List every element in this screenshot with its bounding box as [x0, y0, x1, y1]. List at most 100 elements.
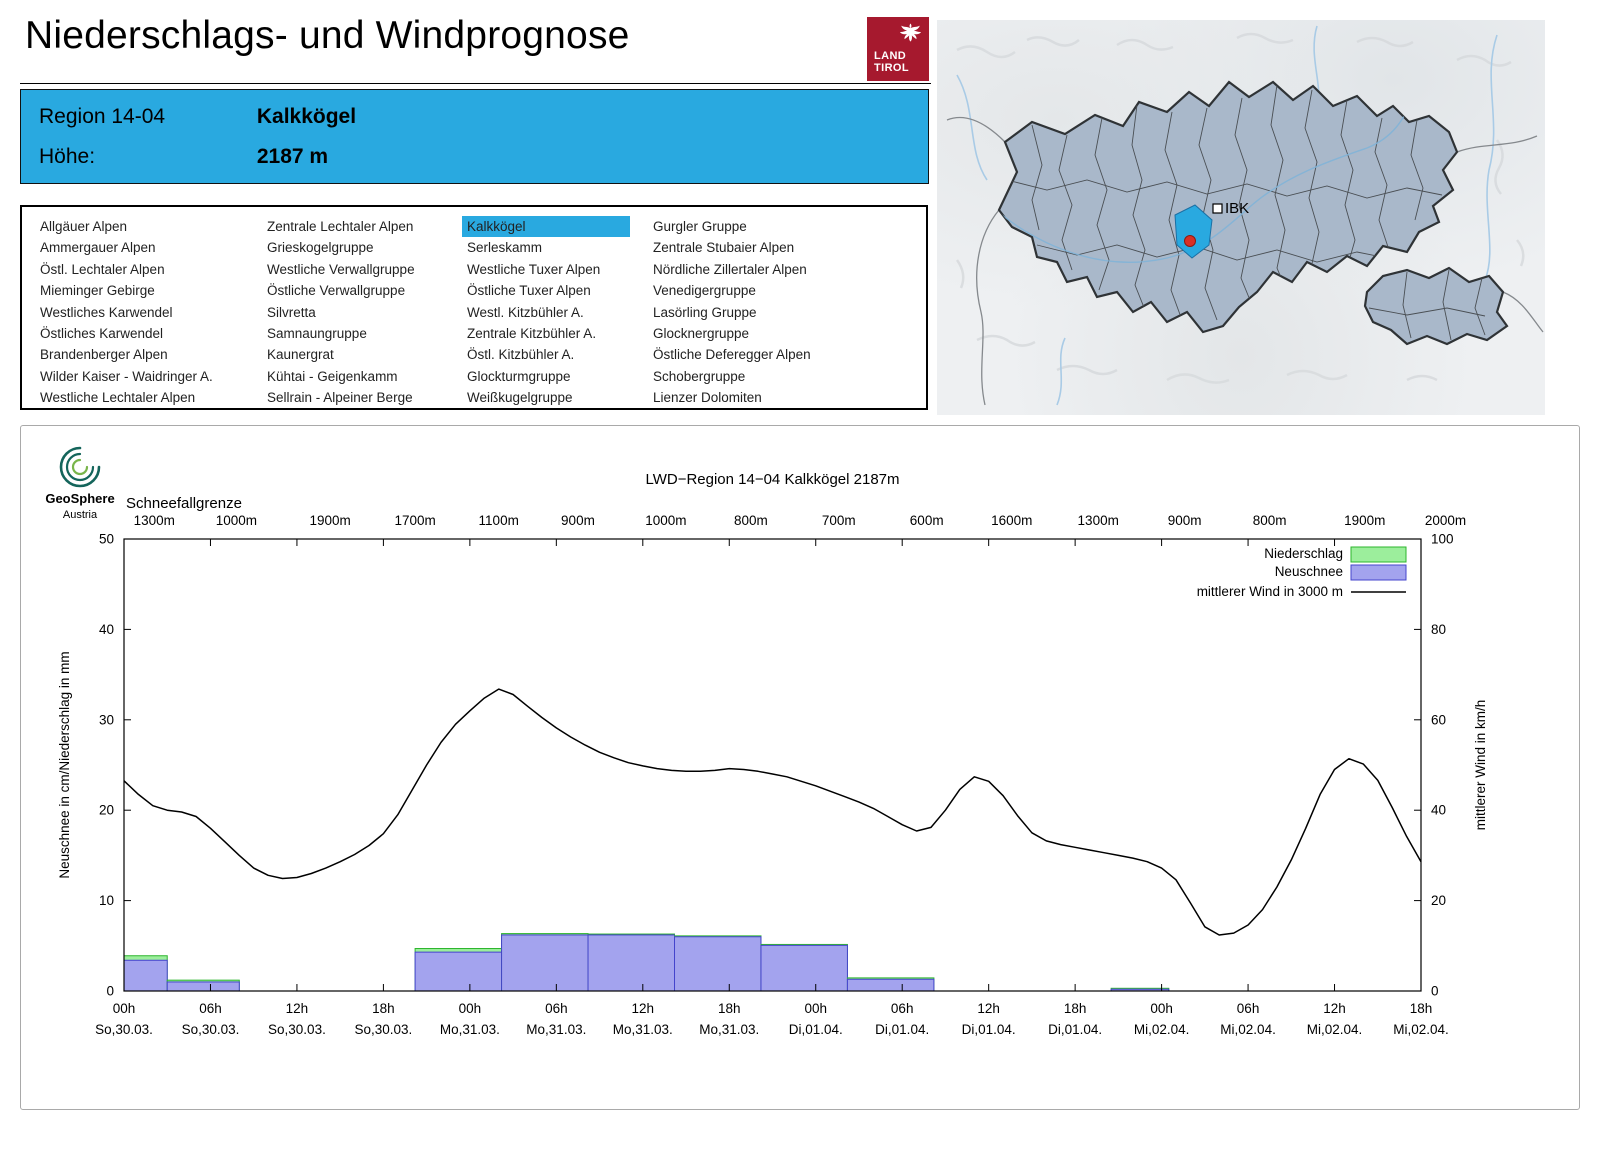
region-item[interactable]: Schobergruppe: [653, 368, 746, 384]
info-row-region: Region 14-04 Kalkkögel: [39, 105, 356, 129]
region-info-box: Region 14-04 Kalkkögel Höhe: 2187 m: [20, 89, 929, 184]
region-item[interactable]: Nördliche Zillertaler Alpen: [653, 261, 807, 277]
snowline-value: 1300m: [134, 513, 175, 528]
snowline-value: 1900m: [1344, 513, 1385, 528]
region-item[interactable]: Brandenberger Alpen: [40, 347, 168, 363]
altitude-label: Höhe:: [39, 145, 96, 168]
bar-neuschnee: [587, 934, 676, 992]
forecast-chart-svg: GeoSphere Austria LWD−Region 14−04 Kalkkög…: [45, 446, 1488, 1037]
region-item[interactable]: Lienzer Dolomiten: [653, 390, 762, 406]
x-tick-time: 06h: [1237, 1001, 1260, 1016]
region-item[interactable]: Östliches Karwendel: [40, 326, 164, 342]
region-list: Allgäuer Alpen Ammergauer Alpen Östl. Lech…: [20, 205, 928, 410]
y-tick-right: 80: [1431, 622, 1446, 637]
region-item[interactable]: Westliche Verwallgruppe: [267, 261, 415, 277]
region-item[interactable]: Grieskogelgruppe: [267, 240, 374, 256]
region-item[interactable]: Östliche Verwallgruppe: [267, 283, 406, 299]
map-region-selected[interactable]: [1174, 204, 1213, 259]
title-divider: [20, 83, 931, 84]
region-item[interactable]: Westl. Kitzbühler A.: [467, 304, 584, 320]
inn-river: [1001, 91, 1416, 263]
y-tick-left: 0: [106, 984, 114, 999]
snowline-value: 1000m: [216, 513, 257, 528]
snowline-value: 900m: [1168, 513, 1202, 528]
region-value: Kalkkögel: [256, 105, 357, 128]
region-item[interactable]: Zentrale Lechtaler Alpen: [267, 219, 414, 234]
terrain-texture: [955, 32, 1525, 384]
x-tick-time: 00h: [1150, 1001, 1173, 1016]
region-list-column: Kalkkögel Serleskamm Westliche Tuxer Alpen…: [462, 216, 630, 409]
region-item[interactable]: Ammergauer Alpen: [40, 240, 156, 256]
region-item[interactable]: Silvretta: [267, 304, 316, 320]
bar-neuschnee: [166, 981, 240, 992]
region-item[interactable]: Östl. Kitzbühler A.: [467, 347, 575, 363]
region-item[interactable]: Östl. Lechtaler Alpen: [40, 261, 165, 277]
x-tick-time: 00h: [113, 1001, 136, 1016]
region-item[interactable]: Serleskamm: [467, 240, 543, 256]
region-item[interactable]: Lasörling Gruppe: [653, 304, 757, 320]
region-item[interactable]: Kaunergrat: [267, 347, 334, 363]
east-tirol-boundaries: [1368, 269, 1486, 341]
map-region-east-tirol[interactable]: [1363, 266, 1509, 346]
x-tick-date: Mo,31.03.: [526, 1022, 586, 1037]
x-tick-date: So,30.03.: [182, 1022, 240, 1037]
x-tick-time: 18h: [718, 1001, 741, 1016]
y-tick-right: 20: [1431, 893, 1446, 908]
legend-swatch: [1350, 564, 1407, 581]
map-region-north-tirol[interactable]: [997, 80, 1459, 334]
geosphere-name: GeoSphere: [45, 491, 114, 506]
ibk-marker-square: [1212, 203, 1223, 214]
region-item[interactable]: Westliche Lechtaler Alpen: [40, 390, 196, 406]
station-marker-dot: [1184, 235, 1196, 247]
bar-neuschnee: [501, 934, 589, 992]
x-tick-date: Di,01.04.: [962, 1022, 1016, 1037]
region-item[interactable]: Allgäuer Alpen: [40, 219, 128, 234]
snowline-value: 1000m: [645, 513, 686, 528]
x-tick-time: 12h: [977, 1001, 1000, 1016]
region-item[interactable]: Kühtai - Geigenkamm: [267, 368, 398, 384]
altitude-value: 2187 m: [256, 145, 329, 168]
snowline-value: 700m: [822, 513, 856, 528]
x-tick-time: 06h: [891, 1001, 914, 1016]
x-tick-date: Mi,02.04.: [1393, 1022, 1449, 1037]
wind-line: [123, 688, 1422, 936]
x-tick-date: Mi,02.04.: [1220, 1022, 1276, 1037]
region-item[interactable]: Sellrain - Alpeiner Berge: [267, 390, 413, 406]
tirol-eagle-icon: [899, 23, 922, 42]
region-item[interactable]: Wilder Kaiser - Waidringer A.: [40, 368, 213, 384]
land-tirol-logo: LAND TIROL: [867, 17, 929, 81]
region-item[interactable]: Glocknergruppe: [653, 326, 750, 342]
y-tick-left: 50: [99, 532, 114, 547]
region-item[interactable]: Zentrale Stubaier Alpen: [653, 240, 795, 256]
snowline-heading: Schneefallgrenze: [126, 495, 242, 512]
legend-swatch: [1350, 546, 1407, 563]
y-tick-left: 40: [99, 622, 114, 637]
region-item[interactable]: Venedigergruppe: [653, 283, 756, 299]
region-item[interactable]: Glockturmgruppe: [467, 368, 571, 384]
snowline-value: 1300m: [1078, 513, 1119, 528]
legend-label: Niederschlag: [1264, 546, 1343, 561]
region-item[interactable]: Westliche Tuxer Alpen: [467, 261, 601, 277]
y-tick-right: 40: [1431, 803, 1446, 818]
region-item-selected[interactable]: Kalkkögel: [462, 216, 630, 238]
legend-label: mittlerer Wind in 3000 m: [1197, 584, 1343, 599]
region-item[interactable]: Zentrale Kitzbühler A.: [467, 326, 597, 342]
region-item[interactable]: Mieminger Gebirge: [40, 283, 155, 299]
ibk-marker-label: IBK: [1225, 200, 1249, 217]
tirol-map-svg[interactable]: IBK: [937, 20, 1545, 415]
land-tirol-logo-text: LAND TIROL: [874, 49, 909, 75]
region-item[interactable]: Östliche Deferegger Alpen: [653, 347, 811, 363]
tirol-map[interactable]: IBK: [937, 20, 1545, 415]
geosphere-swirl-icon: [59, 446, 101, 488]
snowline-value: 2000m: [1425, 513, 1466, 528]
region-list-column: Gurgler Gruppe Zentrale Stubaier Alpen Nör…: [648, 216, 816, 409]
region-item[interactable]: Weißkugelgruppe: [467, 390, 573, 406]
region-list-column: Zentrale Lechtaler Alpen Grieskogelgruppe…: [262, 216, 420, 409]
region-item[interactable]: Östliche Tuxer Alpen: [467, 283, 591, 299]
region-item[interactable]: Westliches Karwendel: [40, 304, 173, 320]
region-item[interactable]: Gurgler Gruppe: [653, 219, 747, 234]
region-item[interactable]: Samnaungruppe: [267, 326, 367, 342]
y-tick-left: 20: [99, 803, 114, 818]
x-tick-time: 12h: [286, 1001, 309, 1016]
